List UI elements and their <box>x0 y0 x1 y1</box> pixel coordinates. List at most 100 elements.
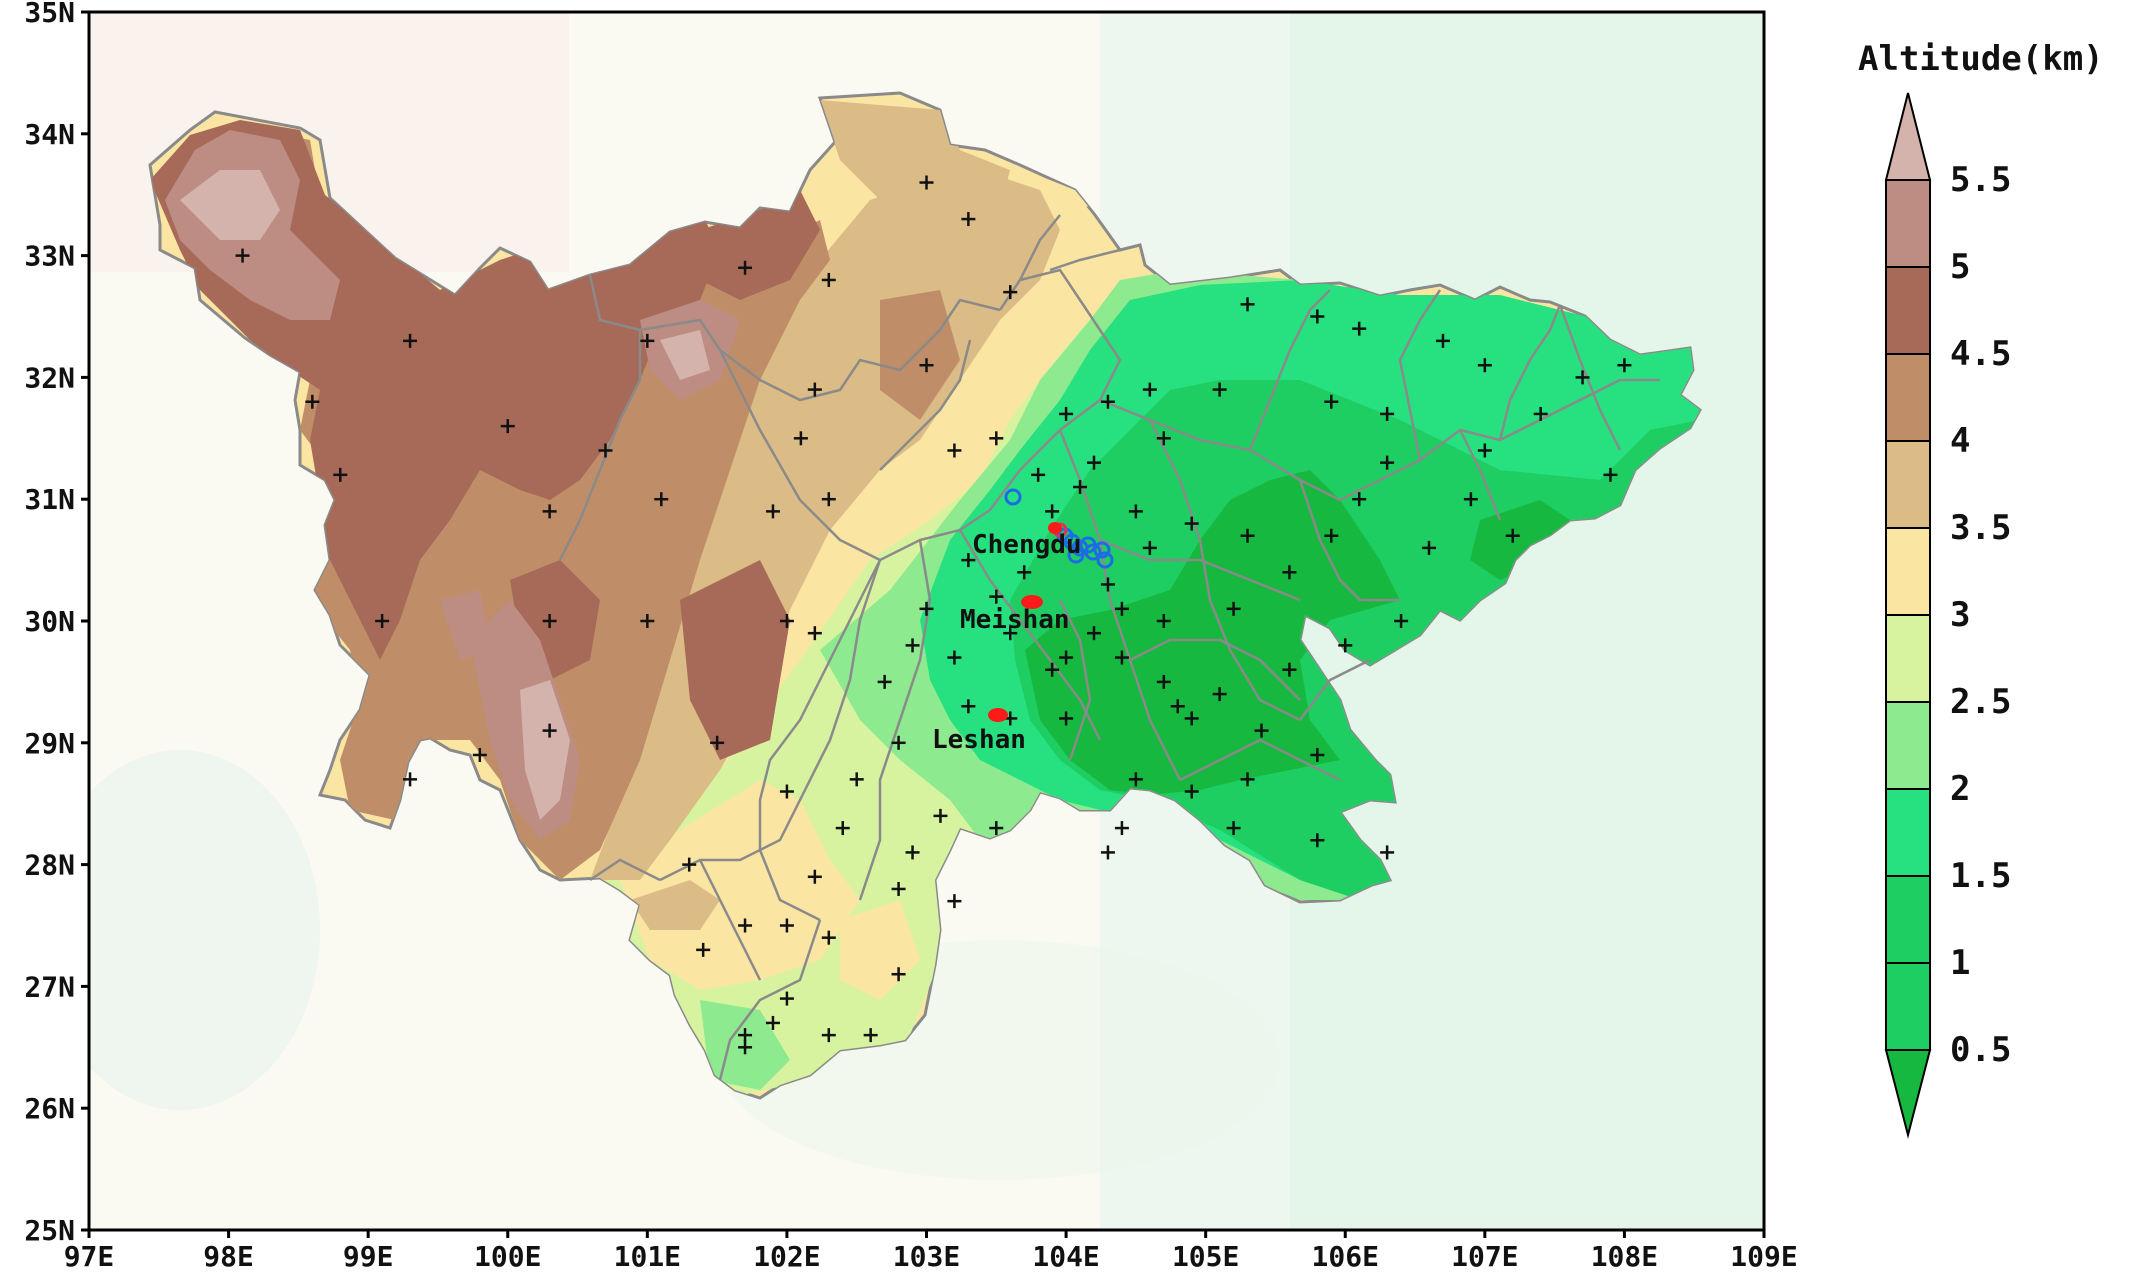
meishan-marker <box>1021 595 1043 609</box>
station-plus-marker <box>1603 467 1618 482</box>
station-plus-marker <box>640 614 655 628</box>
lon-tick-label: 97E <box>64 1240 115 1268</box>
station-plus-marker <box>1128 504 1143 519</box>
station-plus-marker <box>1310 309 1325 324</box>
station-plus-marker <box>905 845 920 860</box>
station-plus-marker <box>1226 601 1241 616</box>
station-plus-marker <box>1310 747 1325 762</box>
lat-tick-label: 31N <box>24 483 75 516</box>
lon-tick-label: 100E <box>474 1240 541 1268</box>
station-plus-marker <box>793 431 808 446</box>
lat-tick-label: 29N <box>24 727 75 760</box>
station-plus-marker <box>961 553 976 568</box>
colorbar-label: 4.5 <box>1950 334 2011 374</box>
station-plus-marker <box>696 942 711 957</box>
lon-tick-label: 104E <box>1032 1240 1099 1268</box>
station-plus-marker <box>1282 662 1297 677</box>
station-plus-marker <box>1352 321 1367 336</box>
station-plus-marker <box>891 967 906 982</box>
station-plus-marker <box>738 918 753 933</box>
station-plus-marker <box>1156 431 1171 446</box>
station-plus-marker <box>403 333 418 348</box>
station-plus-marker <box>235 248 250 263</box>
leshan-marker <box>988 708 1008 722</box>
station-plus-marker <box>1240 297 1255 312</box>
station-plus-marker <box>821 492 836 507</box>
station-plus-marker <box>1087 455 1101 470</box>
station-plus-marker <box>821 1028 836 1043</box>
city-meishan: Meishan <box>960 595 1070 635</box>
station-plus-marker <box>807 626 822 641</box>
station-plus-marker <box>1352 492 1367 507</box>
station-plus-marker <box>598 443 613 458</box>
station-plus-marker <box>1533 406 1548 421</box>
station-plus-marker <box>1059 650 1074 665</box>
station-plus-marker <box>1059 406 1074 421</box>
station-plus-marker <box>961 212 976 227</box>
station-plus-marker <box>1422 540 1436 555</box>
station-plus-marker <box>821 272 836 287</box>
station-plus-marker <box>1059 711 1074 726</box>
station-plus-marker <box>779 614 794 628</box>
station-plus-marker <box>1156 614 1171 628</box>
station-plus-marker <box>1184 711 1199 726</box>
station-plus-marker <box>500 419 515 434</box>
station-plus-marker <box>1240 772 1255 787</box>
station-plus-marker <box>472 747 487 762</box>
colorbar-label: 1.5 <box>1950 856 2011 896</box>
station-plus-marker <box>989 821 1004 836</box>
station-plus-marker <box>1114 601 1129 616</box>
station-plus-marker <box>807 869 822 884</box>
station-plus-marker <box>1282 565 1297 580</box>
station-plus-marker <box>1031 467 1046 482</box>
city-chengdu: Chengdu <box>972 522 1082 560</box>
station-plus-marker <box>682 857 697 872</box>
station-plus-marker <box>877 674 892 689</box>
colorbar-label: 2 <box>1950 769 1970 809</box>
station-plus-marker <box>919 358 934 373</box>
station-plus-marker <box>710 735 725 750</box>
station-plus-marker <box>947 443 962 458</box>
chengdu-label: Chengdu <box>972 530 1082 560</box>
station-plus-marker <box>779 918 794 933</box>
lat-tick-label: 30N <box>24 605 75 638</box>
altitude-colorbar: Altitude(km) 5.5 5 4.5 4 3.5 3 2.5 2 1.5… <box>1858 39 2104 1139</box>
colorbar-bin-0_5-1b <box>1885 962 1931 1051</box>
station-plus-marker <box>1394 614 1409 628</box>
colorbar-bin-2_5-3 <box>1885 527 1931 616</box>
longitude-axis: 97E 98E 99E 100E 101E 102E 103E 104E 105E 106E 107… <box>64 1230 1798 1272</box>
station-plus-marker <box>1310 833 1325 848</box>
station-plus-marker <box>1212 687 1227 702</box>
station-plus-marker <box>919 175 934 190</box>
station-plus-marker <box>1505 528 1520 543</box>
station-plus-marker <box>863 1028 878 1043</box>
colorbar-label: 0.5 <box>1950 1030 2011 1070</box>
station-plus-marker <box>807 382 822 397</box>
station-plus-marker <box>1073 480 1088 495</box>
lon-tick-label: 109E <box>1730 1240 1797 1268</box>
colorbar-bin-4-4_5 <box>1885 266 1931 355</box>
lat-tick-label: 33N <box>24 240 75 273</box>
altitude-zones <box>150 100 1700 1098</box>
station-plus-marker <box>542 504 557 519</box>
lon-tick-label: 98E <box>203 1240 254 1268</box>
colorbar-label: 1 <box>1950 943 1970 983</box>
station-plus-marker <box>919 601 934 616</box>
latitude-axis: 25N 26N 27N 28N 29N 30N 31N 32N 33N 34N 35N <box>24 0 89 1247</box>
station-plus-marker <box>654 492 669 507</box>
lat-tick-label: 35N <box>24 0 75 29</box>
station-plus-marker <box>947 650 962 665</box>
station-plus-marker <box>542 723 557 738</box>
station-plus-marker <box>891 881 906 896</box>
colorbar-bottom-arrow <box>1884 1049 1932 1139</box>
station-plus-marker <box>779 784 794 799</box>
city-leshan: Leshan <box>932 708 1026 755</box>
station-plus-marker <box>403 772 418 787</box>
station-plus-marker <box>1003 285 1018 300</box>
station-plus-marker <box>1324 394 1339 409</box>
station-plus-marker <box>738 1028 753 1043</box>
station-plus-marker <box>1100 394 1115 409</box>
station-plus-marker <box>1142 382 1157 397</box>
station-plus-marker <box>1184 516 1199 531</box>
